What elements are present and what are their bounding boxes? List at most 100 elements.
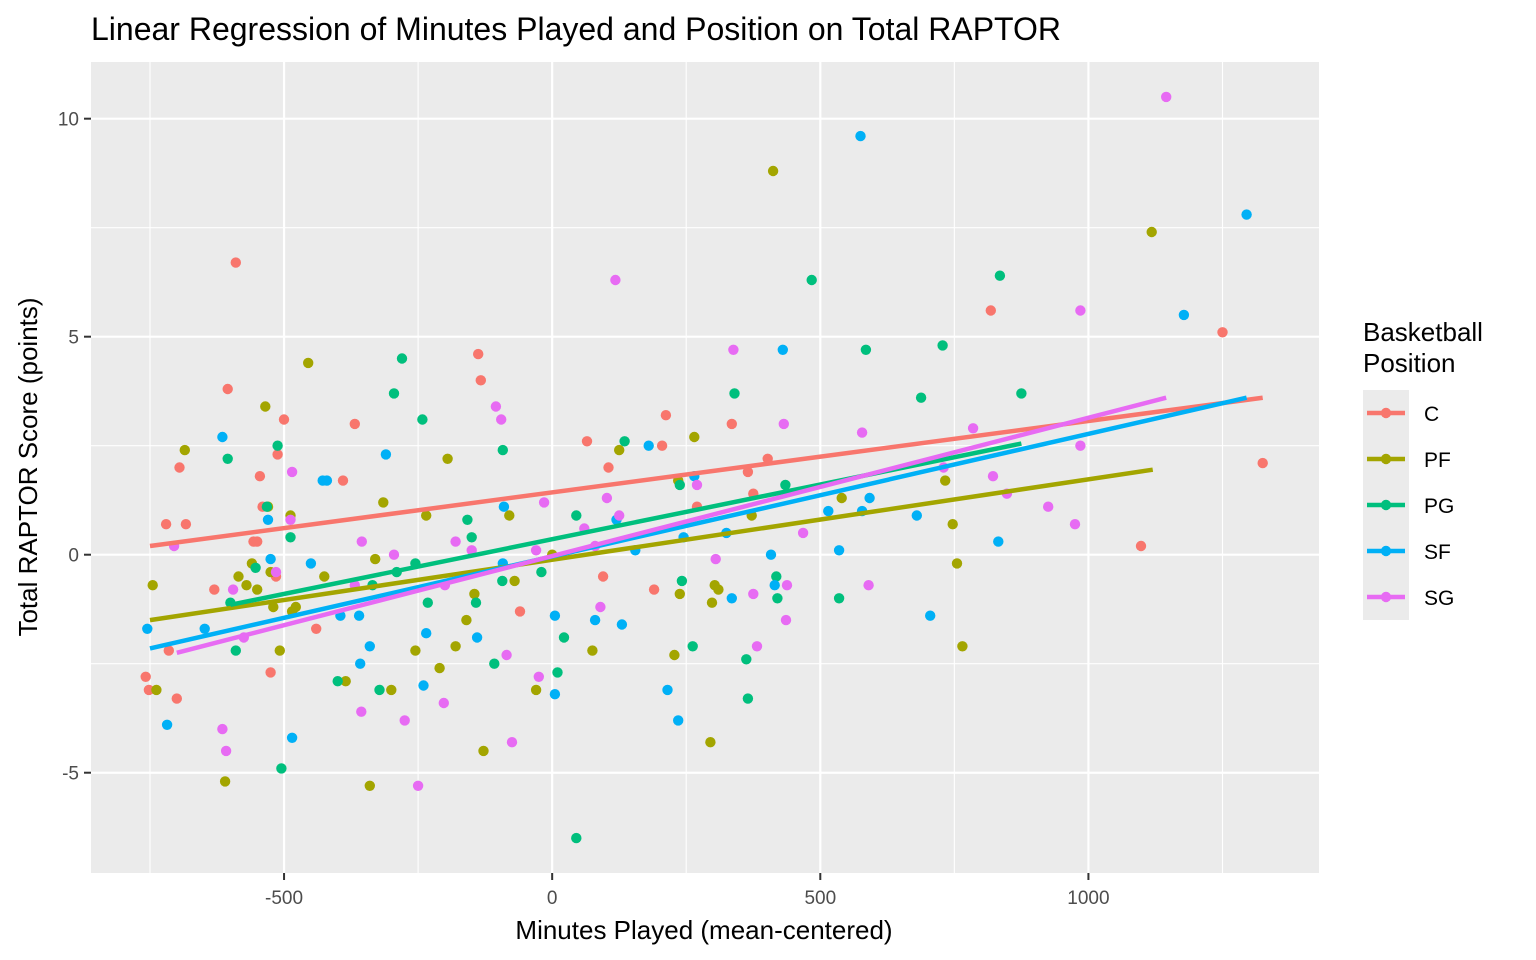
data-point-sg	[530, 545, 542, 556]
data-point-sg	[1075, 305, 1086, 316]
legend-title-line: Position	[1363, 348, 1456, 378]
data-point-pf	[219, 776, 231, 787]
data-point-c	[180, 519, 192, 530]
data-point-pf	[260, 401, 271, 412]
x-tick-label: -500	[265, 888, 303, 909]
data-point-pg	[741, 654, 752, 665]
data-point-sf	[662, 684, 673, 696]
y-tick-label: 0	[68, 546, 79, 567]
x-tick-label: 500	[804, 888, 836, 909]
y-tick-label: 10	[58, 110, 79, 131]
data-point-sg	[286, 466, 298, 478]
data-point-pg	[388, 388, 400, 399]
data-point-pg	[396, 353, 408, 364]
data-point-c	[581, 436, 593, 447]
data-point-sf	[833, 545, 845, 556]
data-point-sg	[710, 553, 721, 565]
data-point-sg	[533, 671, 544, 682]
data-point-pf	[478, 745, 489, 757]
data-point-c	[272, 449, 283, 460]
data-point-pg	[772, 593, 783, 604]
data-point-pg	[417, 414, 428, 425]
data-point-sf	[142, 623, 153, 634]
data-point-pg	[771, 571, 782, 582]
data-point-pf	[587, 645, 598, 656]
data-point-sg	[217, 723, 228, 735]
data-point-pg	[332, 676, 343, 687]
data-point-pf	[689, 431, 700, 443]
data-point-c	[648, 584, 660, 595]
data-point-sf	[673, 715, 684, 726]
data-point-pf	[530, 684, 542, 696]
data-point-sf	[217, 431, 228, 443]
data-point-pf	[434, 662, 445, 674]
data-point-sf	[161, 719, 173, 730]
data-point-sf	[321, 475, 333, 486]
data-point-sg	[1075, 440, 1086, 451]
minor-gridlines	[91, 62, 1319, 873]
data-point-pf	[940, 475, 951, 486]
data-point-pg	[497, 575, 508, 587]
y-tick-label: -5	[62, 764, 79, 785]
regression-line-pf	[149, 467, 1154, 623]
data-point-pf	[252, 584, 263, 595]
data-point-sg	[220, 745, 232, 757]
data-point-pg	[676, 575, 688, 587]
data-point-c	[603, 462, 614, 473]
data-point-pf	[241, 580, 252, 591]
data-point-sf	[380, 449, 392, 460]
legend-label-pg: PG	[1424, 495, 1454, 518]
data-point-c	[278, 414, 290, 425]
y-axis-label: Total RAPTOR Score (points)	[13, 297, 43, 636]
data-points	[140, 91, 1268, 844]
data-point-pg	[571, 832, 582, 844]
data-point-sf	[726, 593, 737, 604]
data-point-sf	[1178, 309, 1190, 321]
data-point-pg	[276, 763, 287, 774]
data-point-sg	[781, 580, 793, 591]
data-point-pf	[410, 645, 421, 656]
legend-title: Basketball Position	[1363, 317, 1483, 378]
data-point-c	[656, 440, 668, 451]
data-point-c	[473, 348, 484, 360]
data-point-pg	[780, 479, 791, 491]
regression-line-sg	[176, 395, 1167, 655]
data-point-sf	[549, 610, 561, 621]
data-point-sf	[855, 130, 866, 142]
data-point-sg	[270, 566, 282, 578]
data-point-c	[1217, 327, 1228, 338]
legend-label-c: C	[1424, 403, 1439, 426]
data-point-pf	[303, 357, 314, 369]
data-point-sf	[421, 628, 432, 639]
data-point-pf	[469, 588, 480, 600]
data-point-sf	[925, 610, 936, 621]
data-point-sg	[1069, 519, 1081, 530]
legend-label-sg: SG	[1424, 587, 1454, 610]
data-point-sg	[751, 641, 763, 652]
data-point-c	[742, 466, 754, 478]
legend: Basketball Position C PF PG SF SG	[1363, 317, 1483, 620]
data-point-c	[349, 418, 360, 430]
data-point-pg	[860, 344, 872, 355]
data-point-c	[475, 375, 486, 386]
data-point-c	[1135, 540, 1147, 552]
data-point-pf	[290, 601, 301, 613]
chart-title: Linear Regression of Minutes Played and …	[91, 11, 1061, 47]
data-point-sf	[418, 680, 429, 691]
data-point-c	[254, 471, 266, 482]
data-point-c	[265, 667, 276, 678]
data-point-pf	[274, 645, 285, 656]
data-point-pg	[729, 388, 740, 399]
legend-point-pf	[1380, 453, 1392, 465]
data-point-c	[209, 584, 220, 595]
data-point-sf	[643, 440, 654, 451]
data-point-pf	[147, 580, 158, 591]
data-point-c	[726, 418, 737, 430]
data-point-pf	[340, 676, 351, 687]
data-point-sf	[616, 619, 628, 630]
data-point-sg	[388, 549, 400, 560]
data-point-sg	[856, 427, 868, 438]
data-point-pg	[742, 693, 754, 704]
data-point-c	[311, 623, 322, 634]
data-point-pf	[957, 641, 968, 652]
